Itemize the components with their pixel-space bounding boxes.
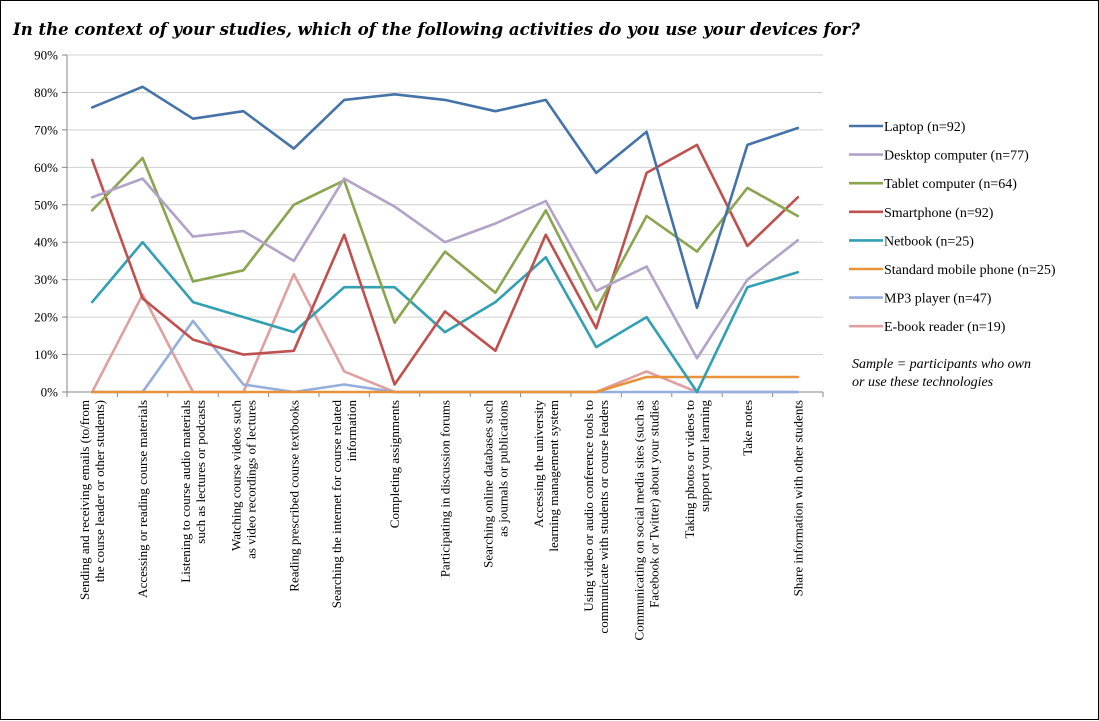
sample-note: Sample = participants who own or use thes… <box>852 357 1031 390</box>
x-tick-label-line: Listening to course audio materials <box>178 400 193 583</box>
legend-label: Smartphone (n=92) <box>884 206 994 221</box>
x-tick-label-line: Completing assignments <box>387 400 402 528</box>
series-line <box>90 143 800 386</box>
x-tick-label-line: Communicating on social media sites (suc… <box>632 400 647 640</box>
x-tick-label: Watching course videos suchas video reco… <box>228 400 258 559</box>
x-tick-label: Reading prescribed course textbooks <box>286 400 301 592</box>
x-tick-label-line: Facebook or Twitter) about your studies <box>647 400 662 608</box>
series-line <box>90 375 800 394</box>
y-tick-label: 60% <box>34 160 58 175</box>
y-tick-label: 80% <box>34 85 58 100</box>
x-tick-label-line: Accessing or reading course materials <box>135 400 150 598</box>
x-tick-label-line: communicate with students or course lead… <box>596 400 611 634</box>
x-tick-label: Accessing the universitylearning managem… <box>531 400 561 552</box>
y-tick-label: 90% <box>34 48 58 63</box>
x-tick-label: Searching the internet for course relate… <box>329 400 359 609</box>
series-line <box>90 240 800 394</box>
x-tick-label-line: Share information with other students <box>790 400 805 596</box>
y-tick-label: 30% <box>34 272 58 287</box>
legend-label: Laptop (n=92) <box>884 120 966 135</box>
x-tick-label-line: Accessing the university <box>531 400 546 528</box>
series-line <box>90 85 800 310</box>
legend-label: Tablet computer (n=64) <box>884 177 1017 192</box>
y-axis: 0% 10% 20% 30% 40% 50% 60% 70% 80% 90% <box>34 48 68 400</box>
y-tick-label: 70% <box>34 122 58 137</box>
series-lines <box>90 85 800 394</box>
legend-label: Netbook (n=25) <box>884 234 974 249</box>
y-tick-label: 40% <box>34 235 58 250</box>
x-tick-label-line: Using video or audio conference tools to <box>581 400 596 612</box>
y-tick-label: 10% <box>34 347 58 362</box>
chart-title: In the context of your studies, which of… <box>12 20 860 39</box>
x-tick-label-line: such as lectures or podcasts <box>193 400 208 544</box>
x-tick-label-line: the course leader or other students) <box>92 400 107 582</box>
x-tick-label: Sending and receiving emails (to/fromthe… <box>77 400 107 600</box>
legend-label: E-book reader (n=19) <box>884 320 1006 335</box>
y-tick-label: 20% <box>34 310 58 325</box>
x-axis: Sending and receiving emails (to/fromthe… <box>66 391 824 640</box>
x-tick-label: Searching online databases suchas journa… <box>480 400 510 568</box>
x-tick-label: Accessing or reading course materials <box>135 400 150 598</box>
x-tick-label-line: learning management system <box>546 400 561 552</box>
x-tick-label: Taking photos or videos tosupport your l… <box>682 400 712 539</box>
x-tick-label-line: Take notes <box>740 400 755 456</box>
x-tick-label: Using video or audio conference tools to… <box>581 400 611 634</box>
x-tick-label-line: Sending and receiving emails (to/from <box>77 400 92 600</box>
x-tick-label-line: Watching course videos such <box>228 400 243 551</box>
x-tick-label-line: Searching the internet for course relate… <box>329 400 344 609</box>
x-tick-label: Listening to course audio materialssuch … <box>178 400 208 583</box>
x-tick-label: Share information with other students <box>790 400 805 596</box>
sample-note-line: Sample = participants who own <box>852 357 1031 372</box>
y-tick-label: 50% <box>34 197 58 212</box>
series-line <box>90 177 800 360</box>
x-tick-label-line: as video recordings of lectures <box>243 400 258 559</box>
x-tick-label-line: as journals or publications <box>495 400 510 537</box>
x-tick-label-line: information <box>344 400 359 462</box>
y-tick-label: 0% <box>41 385 59 400</box>
x-tick-label-line: Taking photos or videos to <box>682 400 697 538</box>
x-tick-label-line: Searching online databases such <box>480 400 495 568</box>
sample-note-line: or use these technologies <box>852 375 994 390</box>
legend: Laptop (n=92) Desktop computer (n=77) Tabl… <box>849 120 1056 335</box>
x-tick-label-line: support your learning <box>697 400 712 512</box>
legend-label: Desktop computer (n=77) <box>884 149 1029 164</box>
legend-label: MP3 player (n=47) <box>884 292 992 307</box>
x-tick-label-line: Participating in discussion forums <box>438 400 453 577</box>
x-tick-label: Participating in discussion forums <box>438 400 453 577</box>
x-tick-label: Communicating on social media sites (suc… <box>632 400 662 640</box>
series-line <box>90 156 800 325</box>
x-tick-label: Completing assignments <box>387 400 402 528</box>
x-tick-label-line: Reading prescribed course textbooks <box>286 400 301 592</box>
legend-label: Standard mobile phone (n=25) <box>884 263 1056 278</box>
x-tick-label: Take notes <box>740 400 755 456</box>
